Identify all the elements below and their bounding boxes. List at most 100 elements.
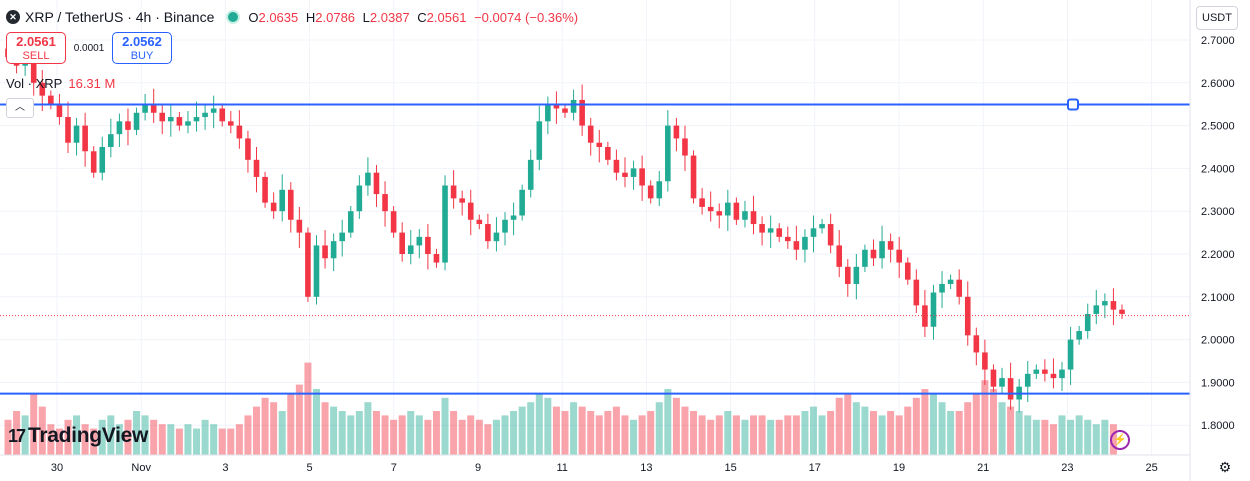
candle-body — [476, 219, 483, 225]
volume-bar — [184, 424, 192, 455]
volume-bar — [141, 415, 149, 455]
symbol-title[interactable]: XRP / TetherUS · 4h · Binance — [25, 9, 215, 25]
volume-bar — [750, 415, 758, 455]
candle-body — [390, 211, 397, 233]
volume-bar — [664, 389, 672, 455]
volume-bar — [955, 411, 963, 455]
candle-body — [485, 224, 491, 242]
price-tick-label: 2.1000 — [1201, 292, 1235, 304]
candle-body — [716, 211, 723, 216]
time-tick-label: 30 — [51, 462, 63, 474]
volume-bar — [167, 424, 175, 455]
volume-bar — [741, 419, 749, 455]
candle-body — [159, 112, 166, 122]
candle-body — [433, 254, 440, 263]
volume-bar — [544, 397, 552, 455]
volume-bar — [47, 424, 55, 455]
currency-selector[interactable]: USDT — [1196, 6, 1238, 30]
candle-body — [245, 138, 251, 160]
candle-body — [1067, 339, 1074, 370]
candle-body — [793, 241, 800, 250]
market-status-icon — [226, 10, 241, 24]
time-tick-label: 23 — [1061, 462, 1073, 474]
spread-value: 0.0001 — [73, 42, 105, 54]
candle-body — [459, 198, 465, 203]
sell-button[interactable]: 2.0561 SELL — [6, 32, 66, 64]
volume-bar — [450, 411, 458, 455]
candle-body — [365, 172, 371, 186]
candle-body — [262, 176, 268, 203]
collapse-chevron-icon[interactable]: ︿ — [6, 98, 34, 118]
trade-panel: 2.0561 SELL 0.0001 2.0562 BUY — [6, 32, 172, 64]
candle-body — [39, 82, 46, 96]
candle-body — [1007, 378, 1014, 400]
candle-body — [65, 117, 71, 143]
candle-body — [416, 236, 423, 246]
candle-body — [125, 121, 131, 130]
candle-body — [879, 241, 885, 259]
candle-body — [545, 104, 551, 122]
volume-bar — [964, 402, 972, 455]
tradingview-logo: 17 TradingView — [8, 424, 148, 448]
candle-body — [536, 121, 543, 160]
candle-body — [219, 108, 226, 122]
volume-bar — [630, 419, 638, 455]
volume-bar — [398, 415, 406, 455]
candle-body — [999, 378, 1005, 387]
volume-bar — [981, 380, 989, 455]
candle-body — [73, 125, 80, 143]
volume-bar — [1041, 419, 1049, 455]
candle-body — [887, 241, 894, 250]
volume-bar — [638, 415, 646, 455]
candle-body — [827, 224, 834, 246]
candle-body — [810, 228, 817, 237]
time-tick-label: 25 — [1145, 462, 1157, 474]
volume-bar — [1015, 411, 1023, 455]
low-value: 2.0387 — [369, 9, 410, 25]
volume-bar — [501, 415, 509, 455]
candle-body — [733, 202, 740, 220]
volume-bar — [338, 411, 346, 455]
volume-legend[interactable]: Vol · XRP 16.31 M — [6, 76, 115, 91]
candle-body — [253, 159, 260, 177]
change-value: −0.0074 (−0.36%) — [474, 9, 579, 25]
buy-button[interactable]: 2.0562 BUY — [112, 32, 172, 64]
time-tick-label: 19 — [893, 462, 905, 474]
volume-bar — [484, 424, 492, 455]
gear-icon[interactable]: ⚙ — [1218, 459, 1232, 475]
volume-bar — [587, 411, 595, 455]
time-tick-label: 5 — [307, 462, 313, 474]
candle-body — [742, 211, 748, 220]
candle-body — [904, 262, 911, 280]
lightning-icon[interactable]: ⚡ — [1110, 430, 1130, 450]
time-tick-label: 21 — [977, 462, 989, 474]
candle-body — [202, 112, 208, 118]
volume-bar — [407, 411, 415, 455]
candle-body — [48, 95, 54, 105]
candle-body — [313, 245, 320, 297]
volume-bar — [64, 419, 72, 455]
volume-bar — [312, 389, 320, 455]
candle-body — [725, 202, 731, 216]
ohlc-values: O2.0635 H2.0786 L2.0387 C2.0561 −0.0074 … — [248, 10, 582, 25]
volume-bar — [458, 419, 466, 455]
volume-bar — [724, 411, 732, 455]
volume-bar — [1049, 424, 1057, 455]
volume-bar — [81, 424, 89, 455]
volume-bar — [227, 428, 235, 455]
candle-body — [802, 236, 808, 250]
candle-body — [682, 138, 688, 156]
price-tick-label: 1.9000 — [1201, 377, 1235, 389]
candle-body — [322, 245, 328, 259]
price-tick-label: 2.4000 — [1201, 163, 1235, 175]
volume-bar — [604, 411, 612, 455]
candle-body — [356, 185, 363, 212]
candle-body — [622, 172, 628, 177]
volume-bar — [647, 411, 655, 455]
volume-bar — [869, 411, 877, 455]
volume-bar — [432, 411, 440, 455]
candle-body — [862, 249, 868, 267]
candle-body — [279, 189, 286, 212]
price-tick-label: 2.3000 — [1201, 206, 1235, 218]
